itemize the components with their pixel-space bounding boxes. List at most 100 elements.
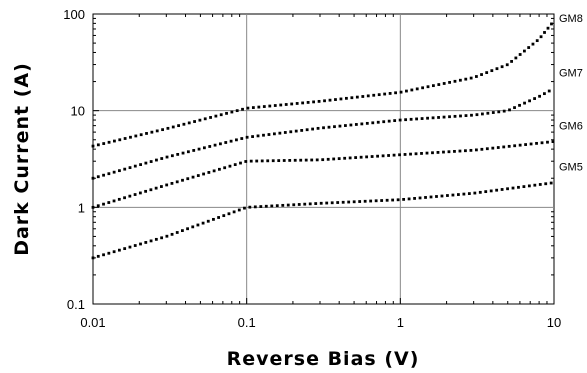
data-point (206, 219, 210, 223)
data-point (336, 201, 340, 204)
data-point (192, 149, 196, 152)
data-point (225, 111, 228, 115)
data-point (480, 147, 484, 151)
data-point (299, 158, 303, 162)
data-point (437, 83, 441, 86)
data-point (260, 159, 264, 163)
data-point (543, 31, 546, 34)
data-point (354, 123, 358, 126)
data-point (233, 163, 237, 167)
data-point (518, 143, 522, 147)
data-point (376, 154, 379, 158)
data-point (544, 182, 548, 186)
data-point (219, 113, 223, 117)
data-point (513, 106, 516, 110)
data-point (529, 142, 533, 146)
data-point (102, 142, 106, 145)
data-point (415, 117, 419, 121)
data-point (214, 114, 218, 118)
data-point (513, 144, 517, 148)
data-point (391, 198, 395, 202)
data-point (222, 214, 226, 218)
data-point (102, 173, 105, 177)
data-point (547, 89, 551, 93)
data-point (486, 111, 490, 115)
data-point (500, 65, 504, 69)
data-point (170, 154, 174, 158)
data-point (227, 212, 231, 216)
data-point (197, 147, 201, 151)
data-point (133, 193, 137, 196)
data-point (218, 167, 221, 171)
data-point (533, 183, 537, 187)
data-point (301, 101, 305, 105)
data-point (348, 156, 352, 160)
data-point (381, 154, 385, 158)
data-point (502, 145, 506, 149)
data-point (523, 49, 526, 53)
data-point (182, 122, 186, 126)
data-point (281, 203, 285, 207)
series-label-gm7: GM7 (559, 67, 583, 79)
data-point (421, 86, 425, 90)
data-point (264, 204, 268, 208)
data-point (144, 161, 148, 165)
data-point (170, 181, 174, 185)
data-point (102, 202, 105, 206)
data-point (107, 251, 111, 255)
data-point (288, 159, 292, 162)
data-point (328, 98, 332, 102)
data-point (480, 73, 483, 76)
data-point (514, 56, 518, 60)
data-point (339, 97, 343, 101)
data-point (500, 188, 504, 191)
data-point (186, 177, 190, 181)
data-point (212, 217, 215, 221)
data-point (154, 186, 158, 190)
data-point (160, 185, 163, 188)
series-labels: GM8 GM7 GM6 GM5 (559, 13, 583, 174)
data-point (266, 159, 270, 163)
data-point (360, 122, 364, 126)
data-point (409, 117, 413, 121)
data-point (551, 140, 555, 143)
data-point (230, 110, 234, 114)
data-point (528, 99, 531, 103)
y-tick-label: 1 (78, 200, 85, 215)
data-point (474, 148, 478, 152)
data-point (426, 116, 429, 120)
data-point (327, 125, 331, 129)
data-point (229, 139, 233, 143)
data-point (191, 225, 195, 229)
data-point (511, 186, 515, 190)
data-point (128, 194, 132, 198)
data-point (171, 125, 175, 129)
data-point (292, 203, 296, 207)
data-point (435, 195, 438, 198)
data-point (436, 151, 440, 154)
data-point (303, 202, 307, 206)
data-point (392, 153, 396, 157)
data-point (201, 221, 205, 225)
data-point (235, 138, 238, 142)
data-point (415, 87, 419, 91)
data-point (538, 94, 541, 98)
data-point (431, 151, 434, 155)
data-point (270, 204, 274, 208)
data-point (464, 77, 468, 81)
data-point (286, 203, 290, 207)
data-point (311, 127, 315, 131)
data-point (161, 128, 164, 132)
data-point (470, 113, 473, 117)
data-point (495, 188, 499, 192)
data-point (244, 160, 248, 163)
data-point (440, 194, 444, 198)
data-point (283, 131, 287, 134)
data-point (213, 143, 217, 147)
data-point (388, 92, 392, 95)
data-point (404, 118, 408, 122)
data-point (485, 147, 489, 151)
data-point (306, 101, 310, 104)
data-point (485, 71, 489, 74)
data-point (96, 143, 100, 147)
